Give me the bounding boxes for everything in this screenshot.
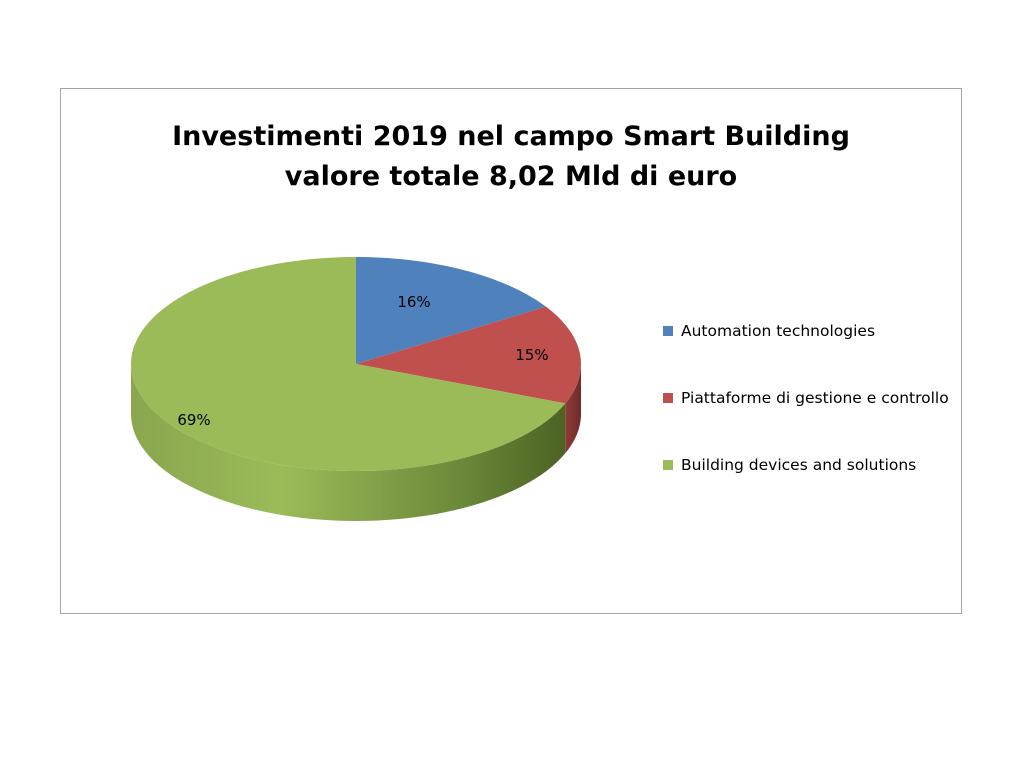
legend-item-piattaforme: Piattaforme di gestione e controllo (663, 386, 953, 410)
legend-swatch-piattaforme (663, 393, 673, 403)
pie-labels-layer: 16% 15% 69% (177, 293, 548, 429)
chart-title: Investimenti 2019 nel campo Smart Buildi… (61, 117, 961, 197)
pie-side-building (131, 364, 566, 521)
chart-title-line-2: valore totale 8,02 Mld di euro (284, 161, 738, 192)
legend-swatch-automation (663, 326, 673, 336)
legend-label-automation: Automation technologies (681, 322, 876, 340)
pie-plot: 16% 15% 69% (131, 257, 581, 521)
legend-swatch-building (663, 460, 673, 470)
legend-item-automation: Automation technologies (663, 319, 953, 343)
legend-item-building: Building devices and solutions (663, 453, 953, 477)
chart-area: Investimenti 2019 nel campo Smart Buildi… (60, 88, 962, 614)
data-label-piattaforme: 15% (515, 346, 548, 364)
legend-label-piattaforme: Piattaforme di gestione e controllo (681, 389, 949, 407)
pie-top-layer (131, 257, 581, 471)
pie-slice-building (131, 257, 566, 471)
pie-slice-automation (356, 257, 546, 364)
data-label-automation: 16% (397, 293, 430, 311)
pie-slice-piattaforme (356, 306, 581, 404)
data-label-building: 69% (177, 411, 210, 429)
pie-side-layer (131, 364, 581, 521)
pie-side-piattaforme (565, 364, 581, 454)
chart-title-line-1: Investimenti 2019 nel campo Smart Buildi… (172, 121, 850, 152)
legend-label-building: Building devices and solutions (681, 456, 917, 474)
